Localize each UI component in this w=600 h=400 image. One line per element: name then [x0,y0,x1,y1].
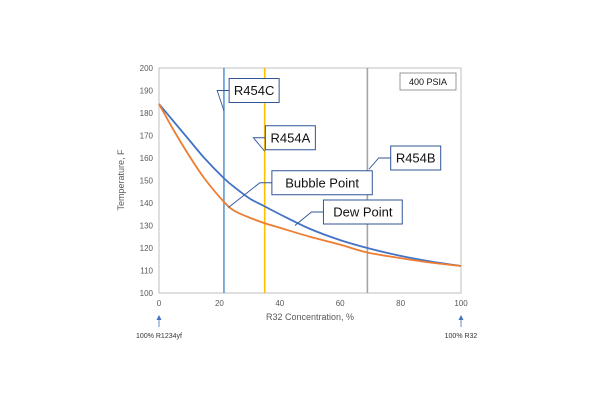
callout-box-r454b [390,145,442,171]
end-label-text: 100% R32 [445,333,478,340]
y-axis-ticks: 100 110 120 130 140 150 160 170 180 190 200 [140,64,154,298]
end-label-text: 100% R1234yf [136,333,182,340]
callout-text-r454b: R454B [396,151,436,166]
pressure-badge: 400 PSIA [399,72,457,91]
y-tick-label: 170 [140,132,154,141]
callout-r454b: R454B [368,145,442,171]
x-tick-label: 100 [454,299,468,308]
pressure-badge-text: 400 PSIA [409,77,447,87]
series-lines [158,103,462,267]
y-tick-label: 180 [140,109,154,118]
y-tick-label: 130 [140,222,154,231]
callout-leader-r454b [368,157,391,170]
y-axis-title: Temperature, F [116,149,126,211]
y-tick-label: 190 [140,87,154,96]
y-tick-label: 120 [140,244,154,253]
y-tick-label: 110 [140,267,153,276]
callout-dew-point: Dew Point [294,199,403,226]
plot-area-frame [158,67,462,294]
up-arrow-head-icon [458,315,464,320]
callout-text-dew-point: Dew Point [333,205,393,220]
end-label-100-r1234yf: 100% R1234yf [136,315,182,340]
up-arrow-head-icon [156,315,162,320]
x-axis-title: R32 Concentration, % [266,312,354,322]
y-tick-label: 160 [140,154,154,163]
pressure-badge-box [399,72,457,91]
end-labels: 100% R1234yf 100% R32 [136,315,477,340]
callout-box-bubble-point [271,170,373,196]
callout-r454c: R454C [216,78,280,111]
x-tick-label: 20 [215,299,224,308]
callout-text-bubble-point: Bubble Point [285,175,359,190]
callout-leader-r454a [252,137,266,152]
x-axis-ticks: 0 20 40 60 80 100 [157,299,468,308]
callout-leader-bubble-point [228,182,272,208]
x-tick-label: 60 [336,299,345,308]
series-dew-point [158,103,462,267]
callout-text-r454a: R454A [270,130,310,145]
callout-leader-dew-point [294,211,324,226]
y-tick-label: 100 [140,289,154,298]
callout-box-r454a [264,125,316,151]
y-tick-label: 150 [140,177,154,186]
series-bubble-point [158,103,462,267]
callout-r454a: R454A [252,125,316,152]
x-tick-label: 40 [275,299,284,308]
callouts: R454C R454A R454B Bubble Point Dew Point [216,78,442,226]
y-tick-label: 140 [140,199,154,208]
x-tick-label: 0 [157,299,162,308]
callout-text-r454c: R454C [234,83,274,98]
callout-leader-r454c [216,90,230,111]
callout-box-r454c [228,78,280,103]
end-label-100-r32: 100% R32 [445,315,478,340]
x-tick-label: 80 [396,299,405,308]
callout-bubble-point: Bubble Point [228,170,373,208]
y-tick-label: 200 [140,64,154,73]
callout-box-dew-point [322,199,403,225]
